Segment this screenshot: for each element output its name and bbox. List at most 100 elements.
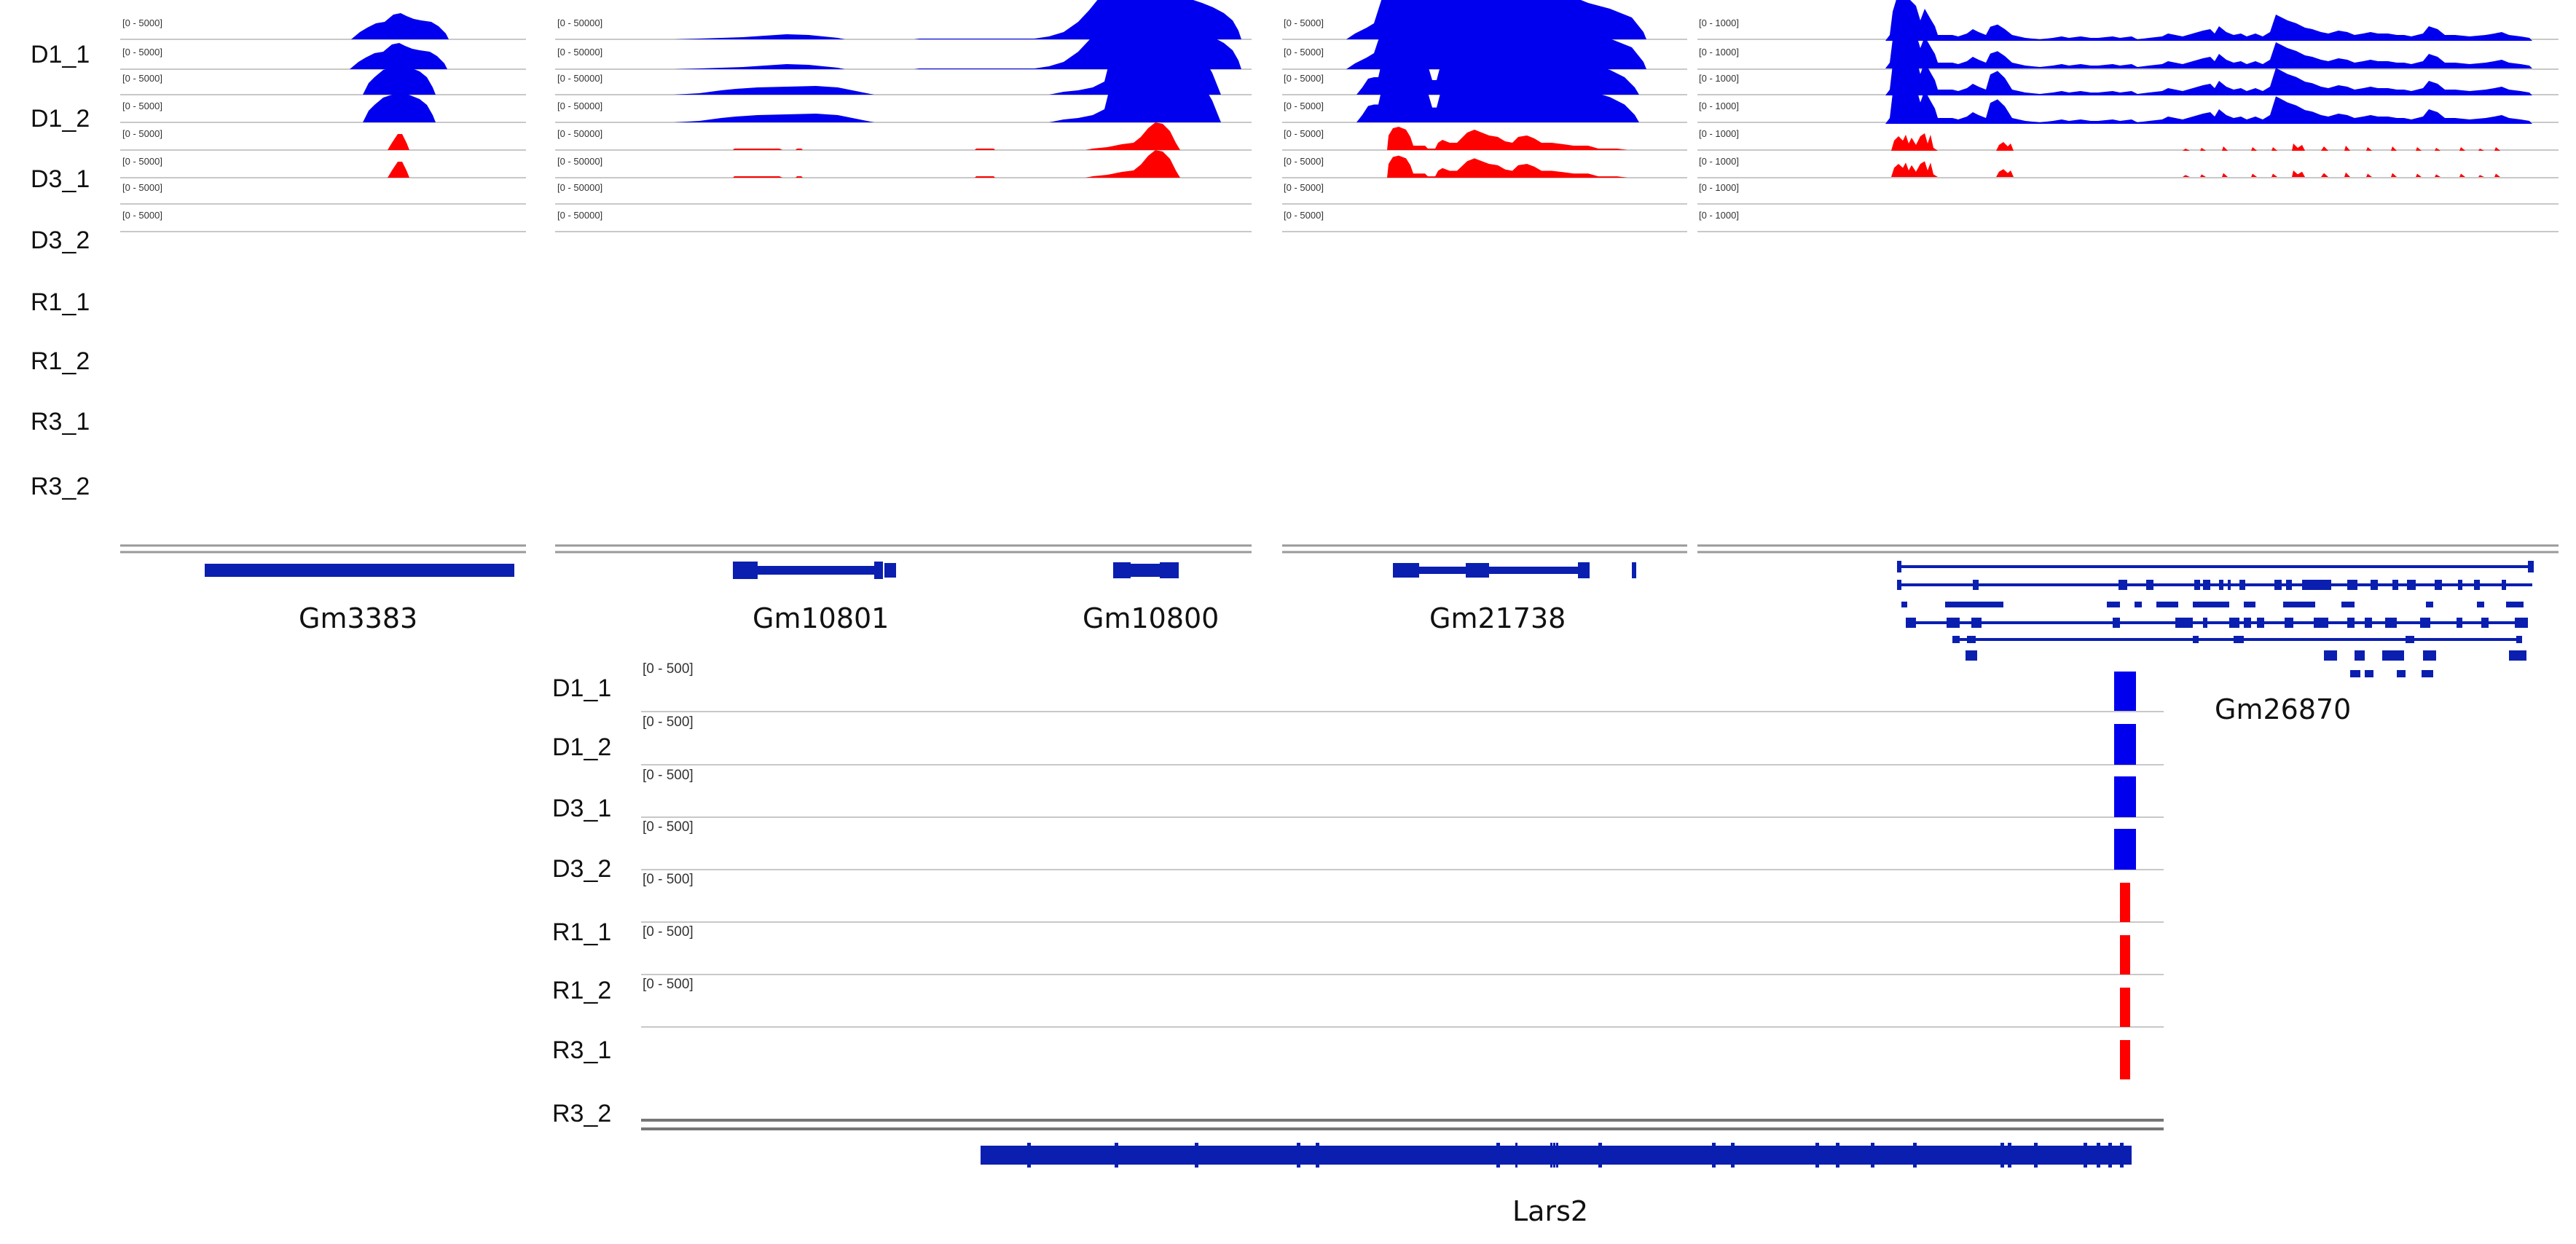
gene-name-gm3383: Gm3383	[299, 602, 418, 634]
gene-model-gm26870	[2457, 618, 2462, 628]
gene-model-gm26870	[2347, 580, 2357, 590]
coverage-track-gm26870	[1885, 0, 2532, 41]
scale-label: [0 - 5000]	[1284, 182, 1324, 193]
scale-label: [0 - 1000]	[1699, 73, 1739, 84]
sample-label-top-d1-2: D1_2	[31, 105, 90, 133]
gene-model-gm26870	[2371, 580, 2378, 590]
gene-model-gm26870	[2407, 580, 2416, 590]
coverage-track-gm10801	[674, 114, 874, 122]
scale-label: [0 - 50000]	[557, 156, 602, 167]
scale-label: [0 - 1000]	[1699, 210, 1739, 221]
scale-label: [0 - 5000]	[122, 101, 162, 111]
sample-label-bottom-r1-2: R1_2	[552, 977, 612, 1004]
sample-label-top-d3-2: D3_2	[31, 227, 90, 254]
gene-model-gm26870	[1966, 650, 1977, 661]
gene-model-gm26870	[2286, 580, 2292, 590]
gene-model-gm10800	[1113, 562, 1131, 578]
gene-model-gm3383	[205, 564, 514, 577]
coverage-track-gm26870	[1891, 133, 2500, 151]
gene-model-gm26870	[2350, 670, 2360, 677]
gene-model-lars2	[2000, 1143, 2004, 1168]
gene-name-lars2: Lars2	[1512, 1195, 1589, 1227]
gene-model-lars2	[1913, 1143, 1917, 1168]
gene-model-gm26870	[2285, 618, 2293, 628]
scale-label: [0 - 50000]	[557, 182, 602, 193]
sample-label-bottom-d1-2: D1_2	[552, 733, 612, 761]
scale-label: [0 - 1000]	[1699, 47, 1739, 58]
coverage-track-gm10800	[1085, 150, 1180, 178]
gene-model-gm26870	[2397, 670, 2406, 677]
gene-model-gm26870	[2156, 602, 2178, 607]
scale-label: [0 - 5000]	[122, 128, 162, 139]
gene-model-gm26870	[2422, 670, 2433, 677]
scale-label: [0 - 5000]	[122, 182, 162, 193]
gene-model-gm10800	[1131, 564, 1160, 577]
gene-model-gm26870	[2423, 650, 2436, 661]
gene-model-gm26870	[2244, 618, 2251, 628]
coverage-track-gm10800	[975, 149, 995, 150]
coverage-track-gm3383	[388, 162, 409, 178]
gene-model-gm26870	[2481, 618, 2489, 628]
gene-model-lars2	[1836, 1143, 1839, 1168]
gene-model-lars2	[1297, 1143, 1300, 1168]
scale-label: [0 - 50000]	[557, 17, 602, 28]
gene-model-gm26870	[2175, 618, 2193, 628]
gene-model-lars2	[2008, 1143, 2011, 1168]
scale-label: [0 - 5000]	[1284, 17, 1324, 28]
gene-models	[205, 561, 2534, 1168]
gene-model-gm26870	[2113, 618, 2120, 628]
gene-model-gm26870	[2314, 618, 2328, 628]
coverage-track-gm3383	[388, 134, 409, 150]
coverage-track-gm3383	[363, 92, 436, 122]
gene-name-gm21738: Gm21738	[1429, 602, 1566, 634]
scale-label: [0 - 50000]	[557, 101, 602, 111]
scale-label: [0 - 5000]	[122, 210, 162, 221]
gene-model-gm26870	[1947, 618, 1960, 628]
scale-label: [0 - 500]	[643, 661, 694, 677]
gene-model-gm26870	[2228, 580, 2231, 590]
coverage-track-gm26870	[1885, 50, 2532, 95]
gene-model-lars2	[2084, 1143, 2087, 1168]
scale-label: [0 - 1000]	[1699, 101, 1739, 111]
coverage-track-gm10800	[1049, 76, 1221, 122]
gene-model-gm26870	[1971, 618, 1982, 628]
gene-name-gm26870: Gm26870	[2215, 693, 2352, 725]
coverage-track-gm3383	[350, 43, 447, 69]
gene-model-gm26870	[2426, 602, 2433, 607]
scale-label: [0 - 500]	[643, 714, 694, 730]
gene-model-gm26870	[2341, 602, 2355, 607]
gene-model-lars2	[1496, 1143, 1500, 1168]
coverage-tracks	[350, 0, 2532, 1079]
gene-model-lars2	[1553, 1143, 1555, 1168]
coverage-track-gm10800	[975, 176, 995, 178]
gene-name-gm10801: Gm10801	[753, 602, 890, 634]
gene-model-gm26870	[2516, 636, 2522, 643]
coverage-track-lars2	[2120, 935, 2130, 975]
gene-model-lars2	[2120, 1143, 2124, 1168]
gene-model-gm26870	[2219, 580, 2223, 590]
gene-model-gm26870	[2509, 650, 2526, 661]
scale-label: [0 - 5000]	[1284, 73, 1324, 84]
gene-model-gm26870	[2146, 580, 2153, 590]
coverage-track-lars2	[2114, 672, 2136, 711]
gene-model-lars2	[1556, 1143, 1558, 1168]
coverage-track-gm21738	[1356, 74, 1639, 122]
gene-model-gm21738	[1466, 563, 1489, 578]
scale-labels: [0 - 5000] [0 - 5000] [0 - 5000] [0 - 5000]…	[122, 17, 1739, 992]
sample-label-top-r3-1: R3_1	[31, 408, 90, 436]
sample-label-bottom-d3-1: D3_1	[552, 795, 612, 822]
gene-model-lars2	[1550, 1143, 1552, 1168]
scale-label: [0 - 1000]	[1699, 128, 1739, 139]
gene-model-gm21738	[1578, 562, 1590, 578]
gene-model-gm26870	[2193, 602, 2229, 607]
sample-label-top-r3-2: R3_2	[31, 473, 90, 500]
gene-model-lars2	[1027, 1143, 1031, 1168]
gene-model-gm26870	[2458, 580, 2462, 590]
coverage-track-gm10800	[1085, 122, 1180, 150]
gene-model-gm10801	[884, 563, 896, 578]
gene-model-gm26870	[2193, 636, 2199, 643]
gene-model-gm26870	[2435, 580, 2442, 590]
gene-model-lars2	[1731, 1143, 1735, 1168]
coverage-track-gm10801	[796, 149, 803, 150]
